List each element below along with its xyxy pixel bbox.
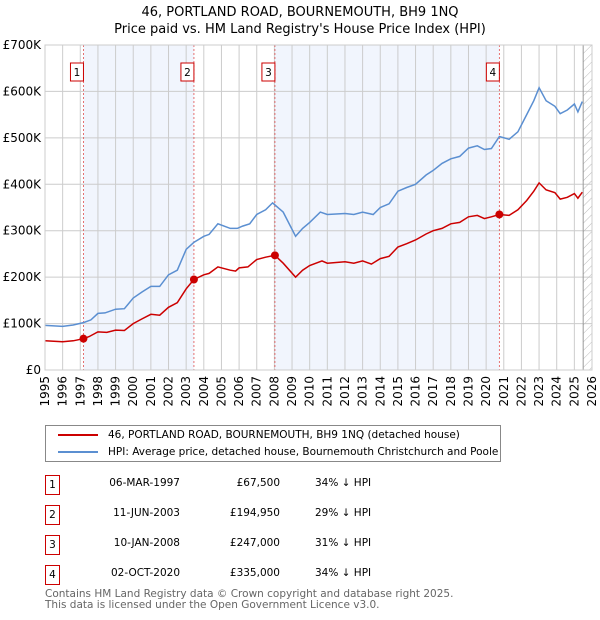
x-tick-label: 2020 xyxy=(479,376,493,407)
sale-number-badge: 2 xyxy=(45,505,60,525)
sale-row: 4 02-OCT-2020 £335,000 34% ↓ HPI xyxy=(45,565,505,585)
x-tick-label: 1997 xyxy=(73,376,87,407)
sale-label-number: 3 xyxy=(265,67,272,79)
sale-row: 1 06-MAR-1997 £67,500 34% ↓ HPI xyxy=(45,475,505,495)
x-tick-label: 2007 xyxy=(250,376,264,407)
legend-item-property: 46, PORTLAND ROAD, BOURNEMOUTH, BH9 1NQ … xyxy=(58,429,460,441)
sale-label-box xyxy=(261,62,276,82)
sale-number-badge: 4 xyxy=(45,565,60,585)
x-tick-label: 2001 xyxy=(144,376,158,407)
sale-date: 10-JAN-2008 xyxy=(113,537,180,549)
x-tick-label: 2025 xyxy=(567,376,581,407)
x-tick-label: 2024 xyxy=(550,376,564,407)
x-tick-label: 2015 xyxy=(391,376,405,407)
x-tick-label: 1998 xyxy=(91,376,105,407)
x-tick-label: 1996 xyxy=(56,376,70,407)
sale-row: 2 11-JUN-2003 £194,950 29% ↓ HPI xyxy=(45,505,505,525)
x-tick-label: 2013 xyxy=(356,376,370,407)
y-tick-label: £700K xyxy=(3,38,43,52)
sale-point xyxy=(495,210,504,219)
sale-price: £194,950 xyxy=(229,507,280,519)
x-tick-label: 2026 xyxy=(585,376,599,407)
sale-point xyxy=(189,275,198,284)
legend-label-hpi: HPI: Average price, detached house, Bour… xyxy=(108,446,499,458)
plot-frame xyxy=(44,44,593,371)
x-tick-label: 2006 xyxy=(232,376,246,407)
sale-number-badge: 1 xyxy=(45,475,60,495)
y-tick-label: £0 xyxy=(26,363,41,377)
x-tick-label: 2021 xyxy=(497,376,511,407)
legend-item-hpi: HPI: Average price, detached house, Bour… xyxy=(58,446,498,458)
x-tick-label: 2012 xyxy=(338,376,352,407)
x-tick-label: 2018 xyxy=(444,376,458,407)
x-tick-label: 2023 xyxy=(532,376,546,407)
footer: Contains HM Land Registry data © Crown c… xyxy=(45,589,453,611)
sale-label-number: 1 xyxy=(74,67,81,79)
sale-hpi-diff: 34% ↓ HPI xyxy=(315,567,372,579)
sale-number-badge: 3 xyxy=(45,535,60,555)
sale-hpi-diff: 34% ↓ HPI xyxy=(315,477,372,489)
sale-label-number: 2 xyxy=(184,67,191,79)
y-tick-label: £200K xyxy=(3,270,43,284)
legend: 46, PORTLAND ROAD, BOURNEMOUTH, BH9 1NQ … xyxy=(45,425,501,462)
legend-swatch-red xyxy=(58,434,98,436)
sale-label-box xyxy=(69,62,84,82)
y-tick-label: £400K xyxy=(3,177,43,191)
y-tick-label: £100K xyxy=(3,317,43,331)
sale-point xyxy=(270,251,279,260)
sale-label-box xyxy=(485,62,500,82)
x-tick-label: 2016 xyxy=(409,376,423,407)
footer-licence: This data is licensed under the Open Gov… xyxy=(45,599,380,611)
y-tick-label: £300K xyxy=(3,224,43,238)
x-tick-label: 2009 xyxy=(285,376,299,407)
chart-subtitle: Price paid vs. HM Land Registry's House … xyxy=(114,22,486,37)
shaded-period xyxy=(274,45,500,370)
sale-price: £335,000 xyxy=(229,567,280,579)
y-tick-label: £600K xyxy=(3,84,43,98)
legend-label-property: 46, PORTLAND ROAD, BOURNEMOUTH, BH9 1NQ … xyxy=(108,429,460,441)
sale-date: 06-MAR-1997 xyxy=(109,477,180,489)
x-tick-label: 2000 xyxy=(126,376,140,407)
forecast-hatch xyxy=(583,45,592,370)
y-tick-label: £500K xyxy=(3,131,43,145)
x-tick-label: 2005 xyxy=(214,376,228,407)
x-tick-label: 2003 xyxy=(179,376,193,407)
chart-title: 46, PORTLAND ROAD, BOURNEMOUTH, BH9 1NQ xyxy=(141,5,459,20)
x-tick-label: 1999 xyxy=(109,376,123,407)
sale-date: 02-OCT-2020 xyxy=(111,567,180,579)
sale-label-number: 4 xyxy=(490,67,497,79)
sale-hpi-diff: 31% ↓ HPI xyxy=(315,537,372,549)
x-tick-label: 2019 xyxy=(461,376,475,407)
legend-swatch-blue xyxy=(58,451,98,453)
x-tick-label: 2010 xyxy=(303,376,317,407)
sale-price: £247,000 xyxy=(229,537,280,549)
sale-row: 3 10-JAN-2008 £247,000 31% ↓ HPI xyxy=(45,535,505,555)
x-tick-label: 2017 xyxy=(426,376,440,407)
x-tick-label: 2014 xyxy=(373,376,387,407)
x-tick-label: 2011 xyxy=(320,376,334,407)
property-price-line xyxy=(44,181,583,343)
sale-label-box xyxy=(180,62,195,82)
hpi-line xyxy=(44,85,583,328)
sale-point xyxy=(79,334,88,343)
x-tick-label: 1995 xyxy=(38,376,52,407)
plot-area: 1995 1996 1997 1998 1999 2000 2001 2002 2003 2004… xyxy=(3,38,599,407)
sale-price: £67,500 xyxy=(236,477,280,489)
x-tick-label: 2002 xyxy=(162,376,176,407)
sale-hpi-diff: 29% ↓ HPI xyxy=(315,507,372,519)
x-tick-label: 2022 xyxy=(514,376,528,407)
shaded-period xyxy=(83,45,194,370)
sale-date: 11-JUN-2003 xyxy=(113,507,180,519)
footer-copyright: Contains HM Land Registry data © Crown c… xyxy=(45,588,454,600)
x-tick-label: 2008 xyxy=(267,376,281,407)
x-tick-label: 2004 xyxy=(197,376,211,407)
